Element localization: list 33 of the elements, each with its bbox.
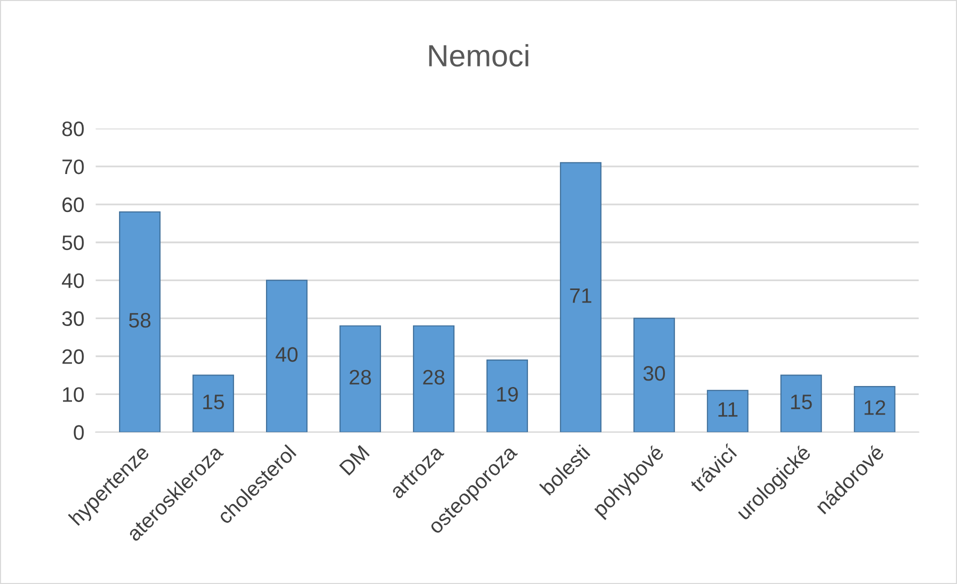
y-tick-label: 20 [62, 349, 84, 364]
data-label: 15 [203, 394, 224, 410]
bar [560, 162, 602, 432]
data-label: 58 [129, 312, 150, 328]
chart-title: Nemoci [429, 44, 528, 67]
data-label: 28 [350, 370, 371, 385]
y-tick-label: 50 [62, 235, 84, 250]
data-label: 71 [570, 288, 592, 303]
y-tick-label: 40 [62, 273, 84, 288]
bar [119, 211, 161, 432]
data-label: 30 [643, 366, 665, 381]
data-label: 11 [718, 402, 738, 417]
y-tick-label: 70 [62, 159, 84, 174]
bar [266, 280, 308, 432]
y-tick-label: 60 [62, 197, 84, 212]
bar [633, 318, 675, 432]
data-label: 40 [276, 347, 298, 362]
x-tick-label: DM [339, 445, 370, 476]
data-label: 28 [423, 370, 444, 385]
data-label: 19 [497, 386, 518, 402]
y-tick-label: 10 [63, 387, 84, 402]
y-tick-label: 30 [62, 311, 84, 326]
bar [412, 325, 454, 432]
data-label: 15 [791, 394, 812, 410]
bar [780, 374, 822, 432]
bar [486, 359, 528, 432]
bar [854, 386, 896, 432]
data-label: 12 [864, 400, 886, 415]
y-tick-label: 0 [74, 425, 84, 440]
bar [192, 374, 234, 432]
bar [339, 325, 382, 432]
y-tick-label: 80 [62, 121, 84, 136]
bar [706, 390, 748, 432]
